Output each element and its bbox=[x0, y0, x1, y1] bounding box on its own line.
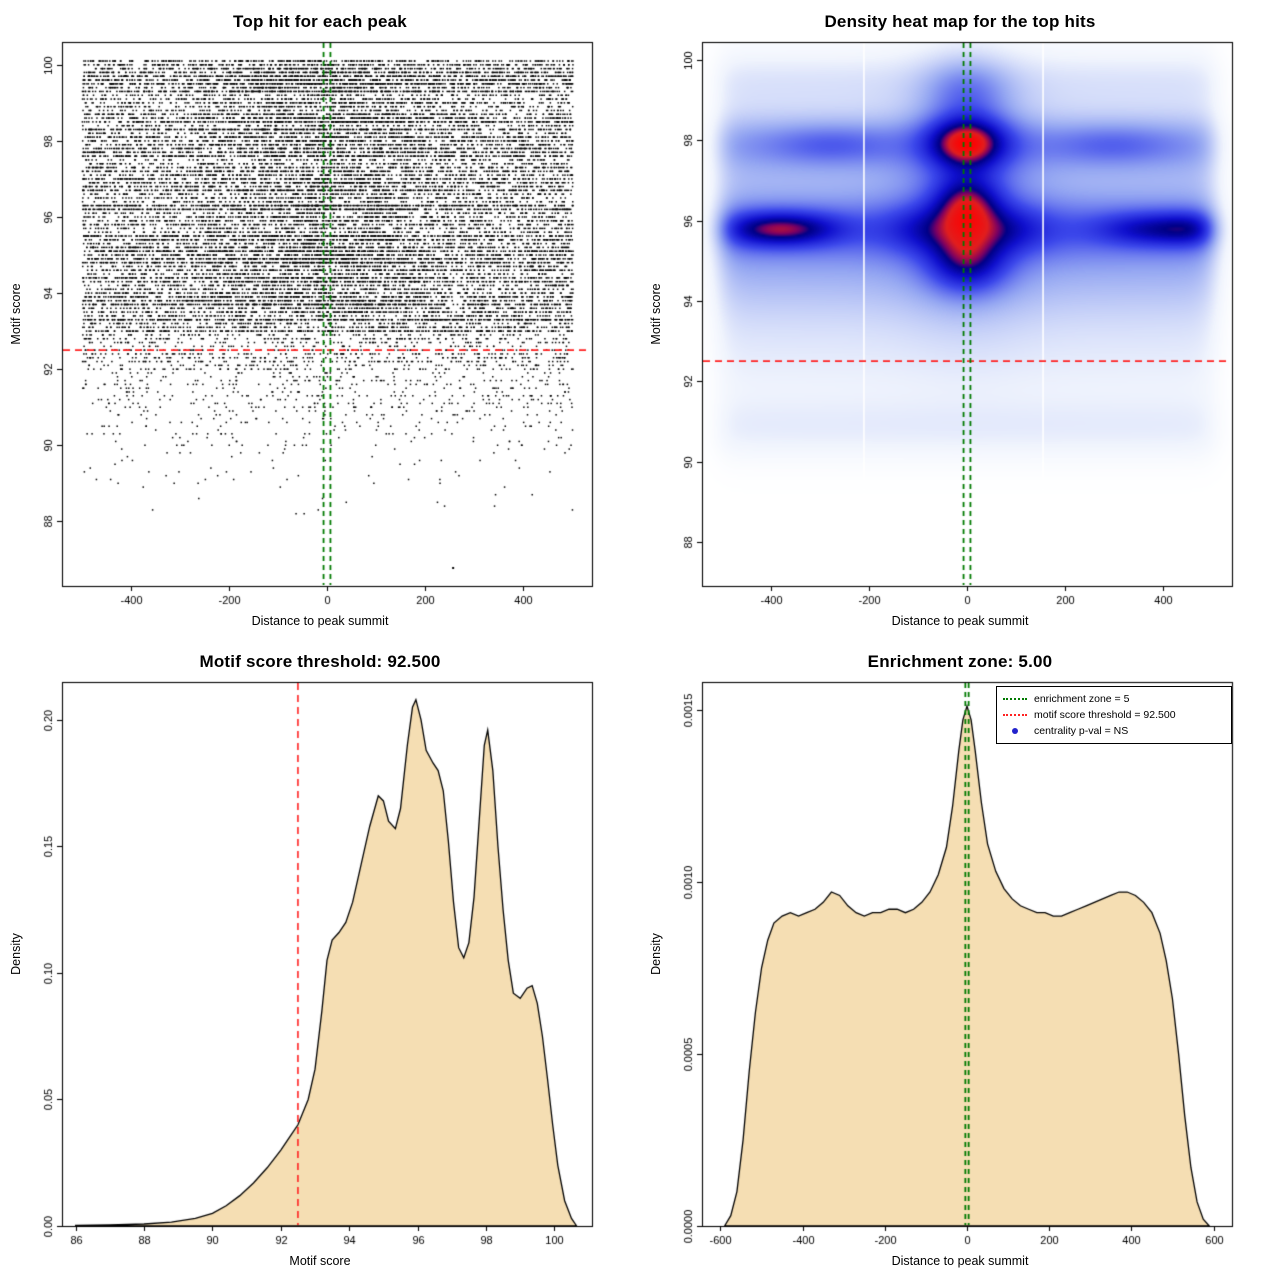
legend-dotted-line-marker bbox=[1003, 697, 1027, 700]
panel-motif-score-density: Motif score threshold: 92.500 Density Mo… bbox=[0, 640, 640, 1280]
scatter-plot-canvas bbox=[0, 34, 640, 630]
chart-title: Top hit for each peak bbox=[233, 12, 407, 31]
panel-top-hit-scatter: Top hit for each peak Motif score Distan… bbox=[0, 0, 640, 640]
legend-item: motif score threshold = 92.500 bbox=[1003, 708, 1225, 721]
x-axis-label: Distance to peak summit bbox=[251, 614, 389, 628]
x-axis-label: Motif score bbox=[289, 1254, 351, 1268]
x-axis-label: Distance to peak summit bbox=[891, 614, 1029, 628]
summit-density-canvas bbox=[640, 674, 1280, 1270]
panel-density-heatmap: Density heat map for the top hits Motif … bbox=[640, 0, 1280, 640]
legend-item-label: centrality p-val = NS bbox=[1034, 724, 1129, 737]
score-density-canvas bbox=[0, 674, 640, 1270]
heatmap-canvas bbox=[640, 34, 1280, 630]
chart-title: Motif score threshold: 92.500 bbox=[199, 652, 441, 671]
legend-item-label: enrichment zone = 5 bbox=[1034, 692, 1130, 705]
chart-title: Enrichment zone: 5.00 bbox=[867, 652, 1053, 671]
chart-title: Density heat map for the top hits bbox=[824, 12, 1096, 31]
legend-dotted-line-marker bbox=[1003, 713, 1027, 716]
x-axis-label: Distance to peak summit bbox=[891, 1254, 1029, 1268]
legend-item: enrichment zone = 5 bbox=[1003, 692, 1225, 705]
legend-item: centrality p-val = NS bbox=[1003, 724, 1225, 737]
legend-dot-marker bbox=[1003, 727, 1027, 734]
legend: enrichment zone = 5 motif score threshold… bbox=[996, 686, 1232, 744]
legend-item-label: motif score threshold = 92.500 bbox=[1034, 708, 1176, 721]
panel-summit-distance-density: Enrichment zone: 5.00 Density enrichment… bbox=[640, 640, 1280, 1280]
